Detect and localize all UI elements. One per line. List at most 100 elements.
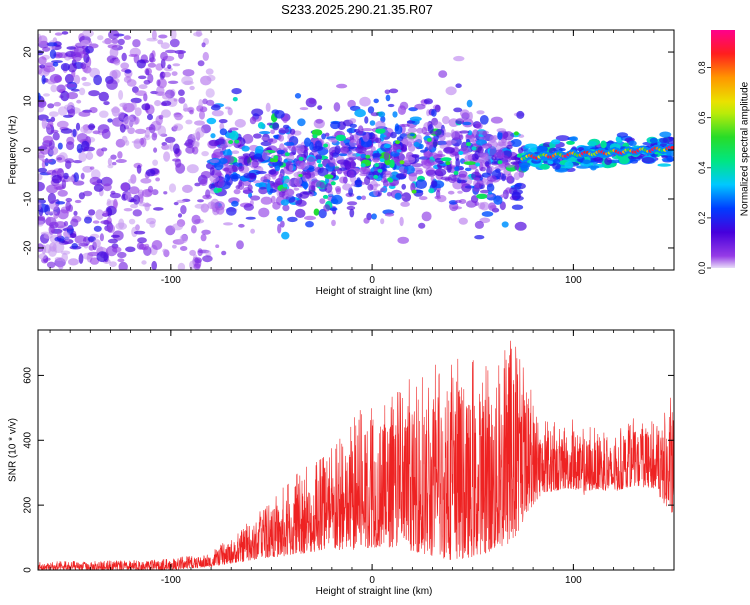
spectrogram-cell [211,105,221,111]
spectrogram-cell [155,177,160,181]
spectrogram-cell [61,128,73,134]
spectrogram-cell [475,221,484,229]
spectrogram-cell [238,224,245,228]
spectrogram-cell [278,174,283,182]
spectrogram-cell [459,174,467,178]
spectrogram-cell [119,103,129,108]
spectrogram-cell [407,141,412,147]
spectrogram-cell [149,53,154,62]
spectrogram-cell [117,258,124,262]
spectrogram-cell [62,179,66,189]
spectrogram-cell [408,128,417,133]
spectrogram-cell [54,75,62,82]
spectrogram-cell [89,107,97,113]
spectrogram-cell [108,158,112,166]
spectrogram-cell [250,195,260,200]
spectrogram-cell [388,104,395,107]
spectrogram-cell [467,100,473,108]
spectrogram-cell [201,234,207,241]
spectrogram-cell [55,257,64,261]
spectrogram-cell [108,30,119,40]
spectrogram-cell [501,174,506,182]
spectrogram-cell [199,111,205,120]
spectrogram-hotspot [475,163,480,167]
spectrogram-cell [53,62,59,67]
colorbar-gradient [711,30,735,268]
spectrogram-cell [137,59,146,68]
spectrogram-cell [290,129,296,135]
spectrogram-cell [277,150,285,155]
spectrogram-cell [173,123,183,130]
spectrogram-hotspot [471,146,476,150]
spectrogram-cell [88,123,95,130]
spectrogram-cell [223,222,233,225]
spectrogram-cell [182,185,193,193]
spectrogram-cell [650,138,658,144]
spectrogram-cell [253,133,262,138]
spectrogram-cell [65,201,71,211]
spectrogram-cell [490,166,494,172]
spectrogram-cell [347,201,357,205]
spectrogram-cell [75,43,86,47]
spectrogram-cell [405,132,410,136]
spectrogram-cell [396,149,401,152]
spectrogram-cell [103,183,112,191]
spectrogram-cell [170,39,180,48]
spectrogram-cell [453,108,462,113]
spectrogram-cell [219,119,228,123]
spectrogram-cell [193,32,203,37]
spectrogram-cell [400,202,410,207]
spectrogram-cell [200,179,208,186]
spectrogram-cell [482,131,487,137]
spectrogram-cell [160,52,168,61]
spectrogram-cell [161,101,171,107]
spectrogram-cell [281,232,289,240]
spectrogram-cell [172,71,178,76]
spectrogram-cell [298,174,302,177]
spectrogram-cell [72,129,76,137]
spectrogram-cell [103,101,109,105]
spectrogram-cell [209,140,220,147]
spectrogram-cell [118,39,125,45]
spectrogram-cell [130,102,136,110]
spectrogram-cell [336,188,341,194]
spectrogram-cell [185,146,195,153]
spectrogram-cell [268,138,278,143]
spectrogram-cell [325,133,330,137]
spectrogram-cell [141,103,150,110]
spectrogram-cell [148,186,153,193]
spectrogram-cell [125,140,129,146]
spectrogram-y-tick-label: -10 [23,191,34,206]
spectrogram-cell [428,188,434,193]
spectrogram-cell [130,204,138,208]
spectrogram-cell [507,173,512,182]
spectrogram-cell [219,158,228,164]
spectrogram-cell [480,115,489,125]
spectrogram-cell [61,63,70,71]
spectrogram-cell [121,183,129,191]
spectrogram-cell [361,196,366,201]
spectrogram-x-axis-label: Height of straight line (km) [316,286,433,297]
spectrogram-cell [40,144,51,155]
spectrogram-cell [57,232,62,238]
spectrogram-cell [348,171,355,178]
spectrogram-cell [320,182,325,189]
spectrogram-cell [206,88,215,98]
spectrogram-cell [201,230,211,235]
spectrogram-cell [378,111,385,117]
spectrogram-cell [374,99,379,104]
spectrogram-hotspot [361,163,366,167]
spectrogram-blobs [34,29,677,272]
spectrogram-cell [302,182,308,189]
spectrogram-cell [491,117,503,124]
spectrogram-cell [180,246,187,251]
spectrogram-cell [100,220,111,224]
spectrogram-cell [67,176,74,182]
spectrogram-cell [202,42,206,47]
spectrogram-cell [268,169,276,174]
spectrogram-cell [570,136,578,141]
spectrogram-cell [127,79,137,87]
